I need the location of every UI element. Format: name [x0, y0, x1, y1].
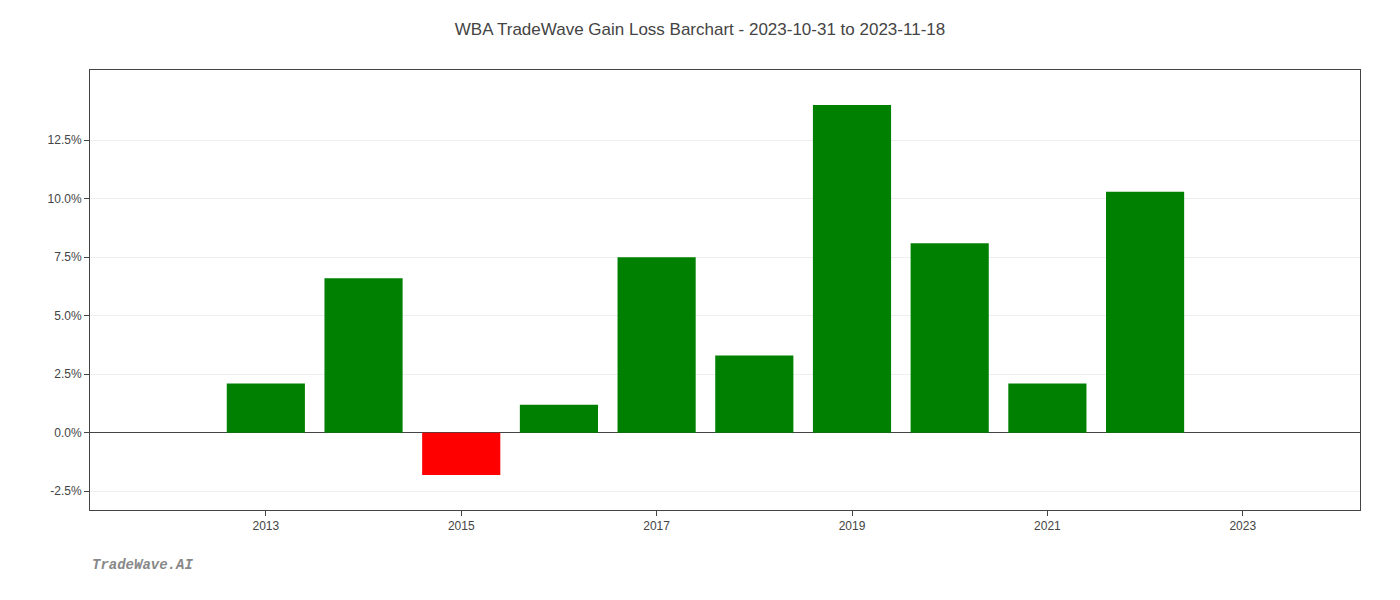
svg-text:2023: 2023: [1229, 519, 1256, 533]
svg-text:10.0%: 10.0%: [48, 192, 82, 206]
svg-text:5.0%: 5.0%: [54, 309, 82, 323]
svg-text:12.5%: 12.5%: [48, 133, 82, 147]
svg-text:2.5%: 2.5%: [54, 367, 82, 381]
svg-text:2013: 2013: [252, 519, 279, 533]
svg-text:WBA TradeWave Gain Loss Barcha: WBA TradeWave Gain Loss Barchart - 2023-…: [455, 20, 945, 39]
svg-text:TradeWave.AI: TradeWave.AI: [92, 557, 193, 573]
svg-text:2015: 2015: [448, 519, 475, 533]
svg-text:0.0%: 0.0%: [54, 426, 82, 440]
svg-text:7.5%: 7.5%: [54, 250, 82, 264]
svg-text:2019: 2019: [839, 519, 866, 533]
svg-text:2021: 2021: [1034, 519, 1061, 533]
svg-text:-2.5%: -2.5%: [50, 484, 82, 498]
svg-text:2017: 2017: [643, 519, 670, 533]
